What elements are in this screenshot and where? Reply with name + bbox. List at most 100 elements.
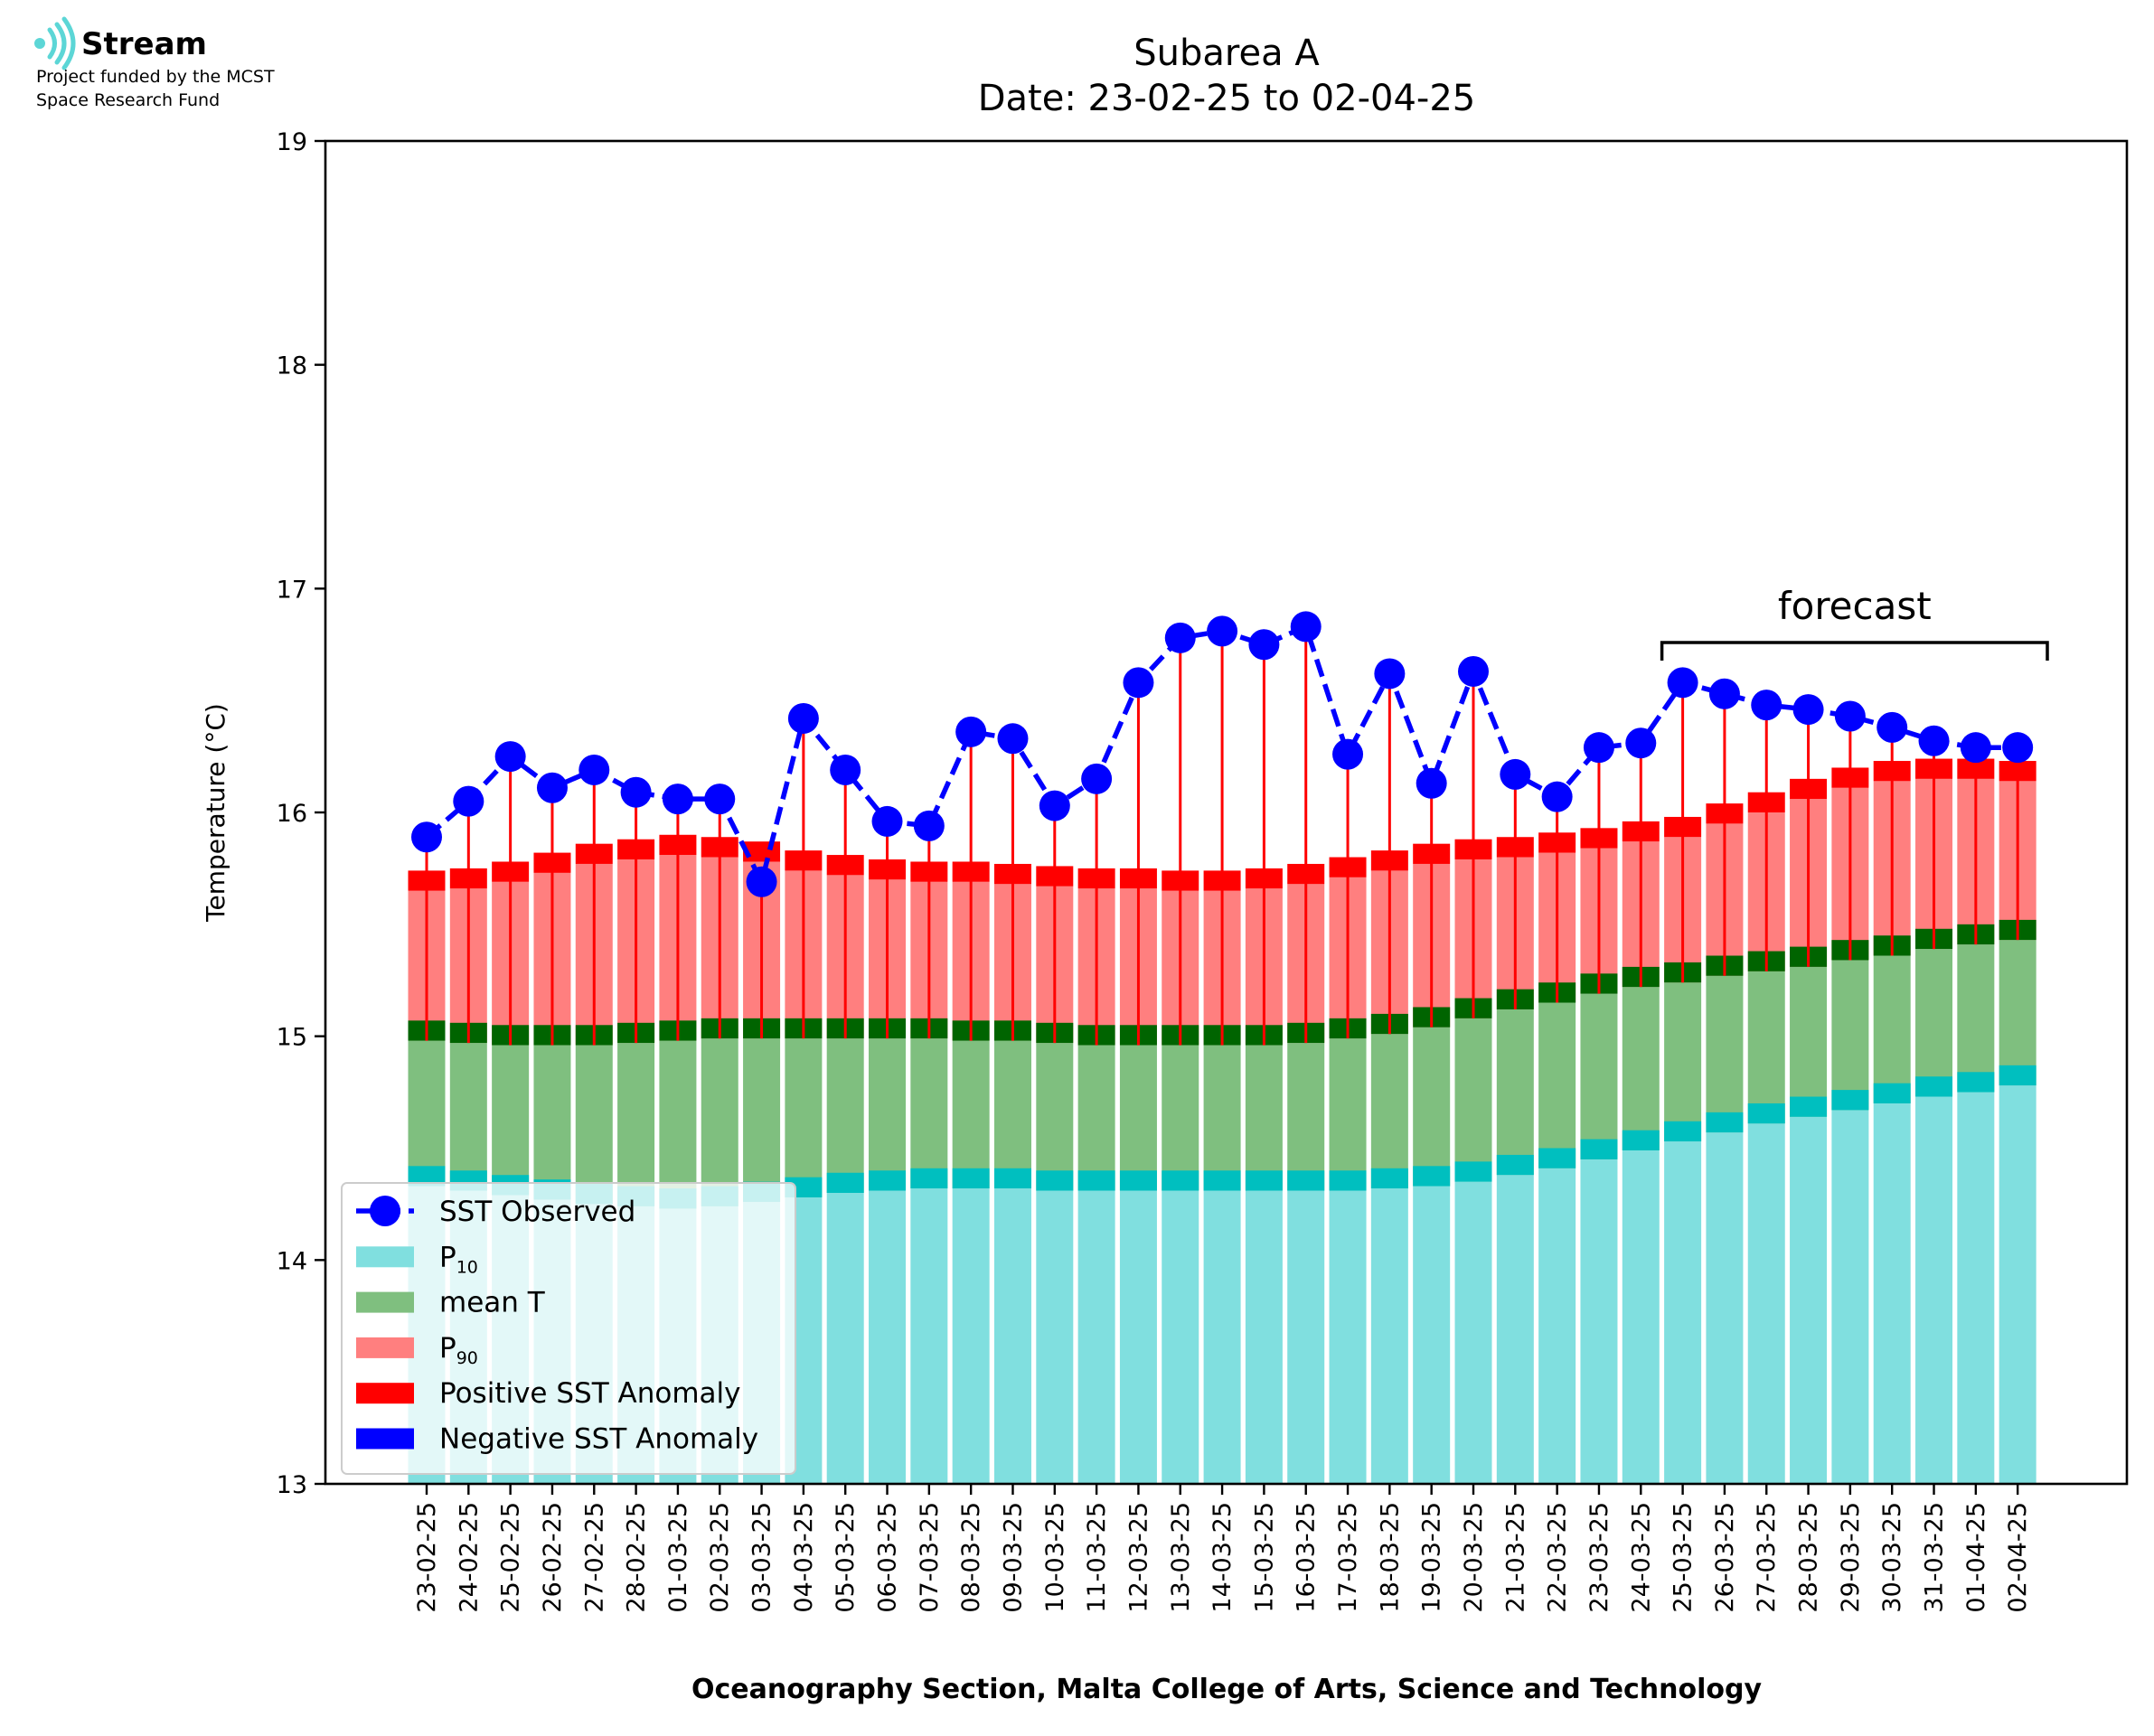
p10-bar bbox=[1915, 1096, 1953, 1484]
p10-band bbox=[1119, 1170, 1157, 1191]
legend-label: Negative SST Anomaly bbox=[439, 1423, 758, 1456]
p10-band bbox=[1077, 1170, 1115, 1191]
sst-observed-point bbox=[830, 754, 861, 785]
p10-band bbox=[869, 1170, 907, 1191]
x-tick-label: 26-03-25 bbox=[1711, 1502, 1739, 1613]
sst-observed-point bbox=[411, 821, 442, 853]
sst-observed-point bbox=[704, 784, 736, 815]
sst-observed-point bbox=[578, 754, 610, 785]
mean-bar bbox=[659, 1040, 697, 1209]
sst-observed-point bbox=[746, 866, 777, 897]
x-tick-label: 06-03-25 bbox=[874, 1502, 902, 1613]
x-tick-label: 16-03-25 bbox=[1293, 1502, 1321, 1613]
mean-bar bbox=[1915, 949, 1953, 1097]
legend-entry: P90 bbox=[356, 1332, 478, 1368]
p10-band bbox=[1162, 1170, 1199, 1191]
sst-observed-point bbox=[913, 810, 945, 841]
x-tick-label: 23-02-25 bbox=[413, 1502, 441, 1613]
p10-bar bbox=[1496, 1175, 1534, 1484]
sst-observed-point bbox=[2002, 732, 2034, 764]
stream-logo: Stream Project funded by the MCST Space … bbox=[34, 16, 275, 110]
mean-bar bbox=[1287, 1043, 1325, 1191]
x-tick-label: 01-03-25 bbox=[664, 1502, 692, 1613]
legend-box bbox=[341, 1182, 796, 1475]
x-tick-label: 31-03-25 bbox=[1921, 1502, 1949, 1613]
mean-bar bbox=[1077, 1045, 1115, 1191]
p10-band bbox=[1036, 1170, 1074, 1191]
x-tick-label: 28-02-25 bbox=[623, 1502, 651, 1613]
x-tick-label: 18-03-25 bbox=[1376, 1502, 1404, 1613]
mean-bar bbox=[1119, 1045, 1157, 1191]
y-tick-label: 17 bbox=[277, 576, 307, 604]
mean-bar bbox=[1162, 1045, 1199, 1191]
sst-observed-point bbox=[1332, 738, 1364, 770]
p10-band bbox=[408, 1166, 446, 1187]
sst-observed-point bbox=[536, 772, 568, 803]
legend-label: SST Observed bbox=[439, 1196, 635, 1228]
p10-bar bbox=[1162, 1190, 1199, 1484]
x-tick-label: 21-03-25 bbox=[1501, 1502, 1529, 1613]
x-axis-label: Oceanography Section, Malta College of A… bbox=[691, 1674, 1763, 1705]
p10-band bbox=[1413, 1166, 1451, 1187]
legend-patch bbox=[356, 1383, 414, 1404]
mean-bar bbox=[1706, 975, 1744, 1133]
mean-bar bbox=[826, 1038, 864, 1194]
x-axis: 23-02-25 24-02-25 25-02-25 26-02-25 27-02-25… bbox=[413, 1484, 2032, 1613]
p10-bar bbox=[993, 1188, 1031, 1484]
p10-bar bbox=[1119, 1190, 1157, 1484]
mean-bar bbox=[1873, 955, 1911, 1103]
anomaly-layer bbox=[425, 626, 2019, 1046]
sst-observed-point bbox=[1290, 611, 1322, 643]
legend-label: mean T bbox=[439, 1287, 546, 1319]
mean-bar bbox=[701, 1038, 738, 1206]
sst-observed-point bbox=[1207, 615, 1238, 647]
legend-patch bbox=[356, 1337, 414, 1358]
p10-bar bbox=[1706, 1132, 1744, 1484]
mean-bar bbox=[1538, 1002, 1576, 1168]
x-tick-label: 23-03-25 bbox=[1585, 1502, 1613, 1613]
mean-bar bbox=[910, 1038, 948, 1189]
p10-bar bbox=[952, 1188, 990, 1484]
p10-bar bbox=[1831, 1110, 1869, 1484]
mean-bar bbox=[1370, 1034, 1408, 1189]
sst-observed-point bbox=[1708, 678, 1740, 709]
x-tick-label: 03-03-25 bbox=[748, 1502, 776, 1613]
legend-entry: Positive SST Anomaly bbox=[356, 1377, 740, 1410]
p10-band bbox=[1496, 1154, 1534, 1176]
mean-bar bbox=[533, 1045, 571, 1200]
mean-bar bbox=[785, 1038, 823, 1197]
sst-observed-point bbox=[494, 741, 526, 773]
p10-band bbox=[1790, 1096, 1828, 1117]
p10-band bbox=[1706, 1112, 1744, 1133]
sst-observed-point bbox=[1960, 732, 1991, 764]
p10-bar bbox=[1790, 1116, 1828, 1484]
chart-title: Subarea A bbox=[1133, 33, 1320, 74]
mean-bar bbox=[408, 1040, 446, 1187]
mean-bar bbox=[1036, 1043, 1074, 1191]
sst-observed-point bbox=[1667, 667, 1698, 699]
x-tick-label: 28-03-25 bbox=[1795, 1502, 1823, 1613]
x-tick-label: 20-03-25 bbox=[1460, 1502, 1488, 1613]
p10-bar bbox=[1329, 1190, 1367, 1484]
x-tick-label: 27-02-25 bbox=[580, 1502, 608, 1613]
logo-funding-line-1: Project funded by the MCST bbox=[36, 67, 275, 87]
legend-patch bbox=[356, 1246, 414, 1268]
x-tick-label: 07-03-25 bbox=[916, 1502, 944, 1613]
x-tick-label: 30-03-25 bbox=[1878, 1502, 1906, 1613]
mean-bar bbox=[1454, 1018, 1492, 1182]
p10-band bbox=[1957, 1072, 1995, 1093]
x-tick-label: 29-03-25 bbox=[1837, 1502, 1865, 1613]
sst-observed-point bbox=[1164, 622, 1196, 653]
x-tick-label: 08-03-25 bbox=[957, 1502, 985, 1613]
legend-subscript: 90 bbox=[456, 1348, 478, 1368]
legend-subscript: 10 bbox=[456, 1257, 478, 1277]
x-tick-label: 22-03-25 bbox=[1544, 1502, 1572, 1613]
logo-title: Stream bbox=[81, 26, 207, 62]
bar-stack bbox=[1873, 761, 1911, 1484]
mean-bar bbox=[492, 1045, 530, 1196]
mean-bar bbox=[1957, 944, 1995, 1093]
mean-bar bbox=[1580, 993, 1618, 1159]
mean-bar bbox=[1664, 982, 1702, 1142]
sst-observed-point bbox=[1039, 790, 1070, 821]
x-tick-label: 04-03-25 bbox=[790, 1502, 818, 1613]
